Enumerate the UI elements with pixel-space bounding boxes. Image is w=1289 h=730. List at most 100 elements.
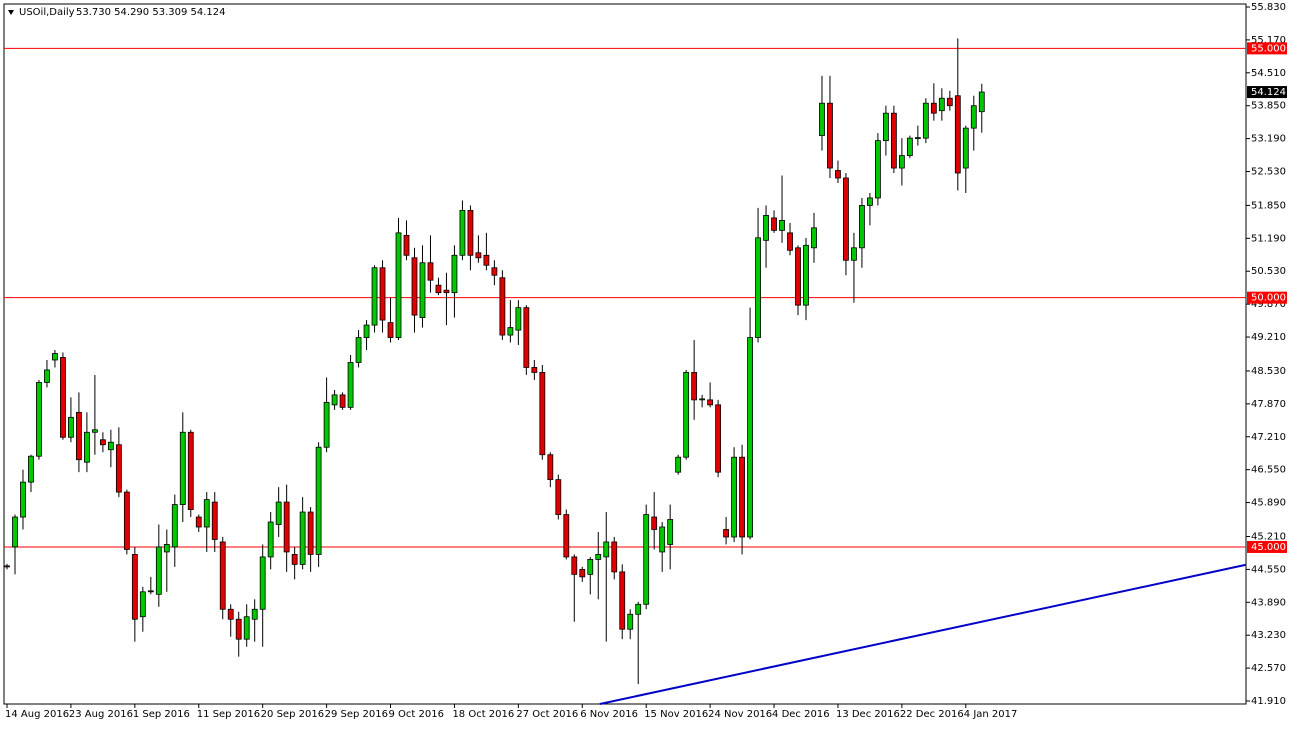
candle-body — [571, 556, 578, 575]
candle-body — [44, 369, 50, 383]
candle-body — [539, 372, 546, 456]
symbol: USOil,Daily — [19, 7, 75, 18]
candle-body — [731, 456, 737, 538]
candle-body — [76, 411, 82, 461]
y-tick-label: 46.550 — [1251, 465, 1286, 476]
y-tick-label: 45.890 — [1251, 498, 1286, 509]
y-tick-label: 48.530 — [1251, 366, 1286, 377]
candle-body — [883, 112, 889, 142]
candle-body — [459, 210, 466, 256]
candle-body — [299, 511, 306, 565]
candle-body — [419, 262, 426, 319]
candle-body — [587, 559, 594, 575]
candle-body — [531, 367, 538, 373]
y-tick-label: 53.190 — [1251, 134, 1286, 145]
candle-body — [579, 568, 586, 578]
candle-body — [187, 431, 194, 510]
candle-body — [403, 234, 410, 256]
candle-body — [91, 429, 98, 433]
y-tick-label: 47.210 — [1251, 432, 1286, 443]
candle-body — [651, 516, 658, 530]
candle-body — [523, 307, 530, 368]
candle-body — [275, 501, 282, 525]
price-label-box — [1247, 291, 1287, 304]
last-price-box — [1247, 86, 1287, 99]
menu-triangle — [8, 10, 14, 15]
candle-body — [683, 372, 690, 458]
candle-body — [267, 521, 274, 558]
candle-body — [395, 232, 402, 338]
candle-body — [371, 267, 378, 326]
x-tick-label: 13 Dec 2016 — [836, 709, 900, 720]
candle-body — [363, 324, 370, 338]
candle-body — [811, 227, 817, 249]
y-tick-label: 42.570 — [1251, 663, 1286, 674]
candle-body — [978, 91, 985, 113]
candle-body — [427, 262, 434, 281]
candle-body — [867, 197, 873, 206]
candle-body — [259, 556, 266, 610]
x-tick-label: 29 Sep 2016 — [325, 709, 388, 720]
candle-body — [691, 372, 698, 401]
candle-body — [155, 546, 162, 595]
candle-body — [635, 603, 642, 615]
x-tick-label: 22 Dec 2016 — [900, 709, 964, 720]
candle-body — [84, 431, 90, 463]
candle-body — [627, 613, 634, 630]
candle-body — [307, 511, 314, 555]
candle-body — [251, 608, 258, 620]
candle-body — [954, 95, 961, 174]
candle-body — [171, 504, 178, 548]
candle-body — [643, 514, 650, 605]
x-tick-label: 9 Oct 2016 — [389, 709, 444, 720]
candle-body — [347, 362, 354, 408]
candle-body — [139, 591, 146, 618]
candle-body — [451, 254, 458, 294]
candle-body — [323, 401, 330, 448]
y-tick-label: 44.550 — [1251, 564, 1286, 575]
candle-body — [835, 170, 841, 179]
candle-body — [787, 232, 793, 251]
y-tick-label: 51.190 — [1251, 233, 1286, 244]
candle-body — [107, 441, 114, 451]
candle-body — [843, 177, 849, 261]
candle-body — [243, 616, 250, 640]
candle-body — [387, 322, 394, 338]
candle-body — [4, 565, 10, 568]
y-tick-label: 55.830 — [1251, 2, 1286, 13]
candle-body — [475, 252, 482, 259]
candle-body — [946, 97, 953, 107]
candle-body — [938, 97, 945, 112]
candle-body — [547, 454, 554, 481]
y-tick-label: 41.910 — [1251, 696, 1286, 707]
y-tick-label: 55.170 — [1251, 35, 1286, 46]
candle-body — [970, 105, 977, 129]
candle-body — [467, 210, 474, 256]
candle-body — [483, 254, 490, 266]
candle-body — [675, 456, 682, 473]
x-tick-label: 27 Oct 2016 — [516, 709, 578, 720]
candle-body — [707, 399, 714, 406]
y-tick-label: 50.530 — [1251, 266, 1286, 277]
price-label: 55.000 — [1251, 43, 1286, 54]
candle-body — [195, 516, 202, 528]
candle-body — [715, 404, 722, 473]
candle-body — [851, 247, 857, 261]
candle-body — [659, 526, 666, 553]
candle-body — [739, 456, 745, 538]
candle-body — [563, 514, 570, 558]
candle-body — [771, 217, 777, 231]
candle-body — [499, 277, 506, 336]
candle-body — [890, 112, 897, 169]
candle-body — [595, 554, 602, 560]
price-label: 45.000 — [1251, 542, 1286, 553]
candle-body — [827, 102, 833, 169]
candle-body — [411, 257, 418, 316]
candle-body — [507, 327, 514, 336]
candle-body — [435, 284, 442, 294]
candle-body — [755, 237, 761, 338]
trend-line — [599, 563, 1246, 705]
x-tick-label: 18 Oct 2016 — [452, 709, 514, 720]
y-tick-label: 54.510 — [1251, 68, 1286, 79]
candle-body — [699, 398, 706, 401]
